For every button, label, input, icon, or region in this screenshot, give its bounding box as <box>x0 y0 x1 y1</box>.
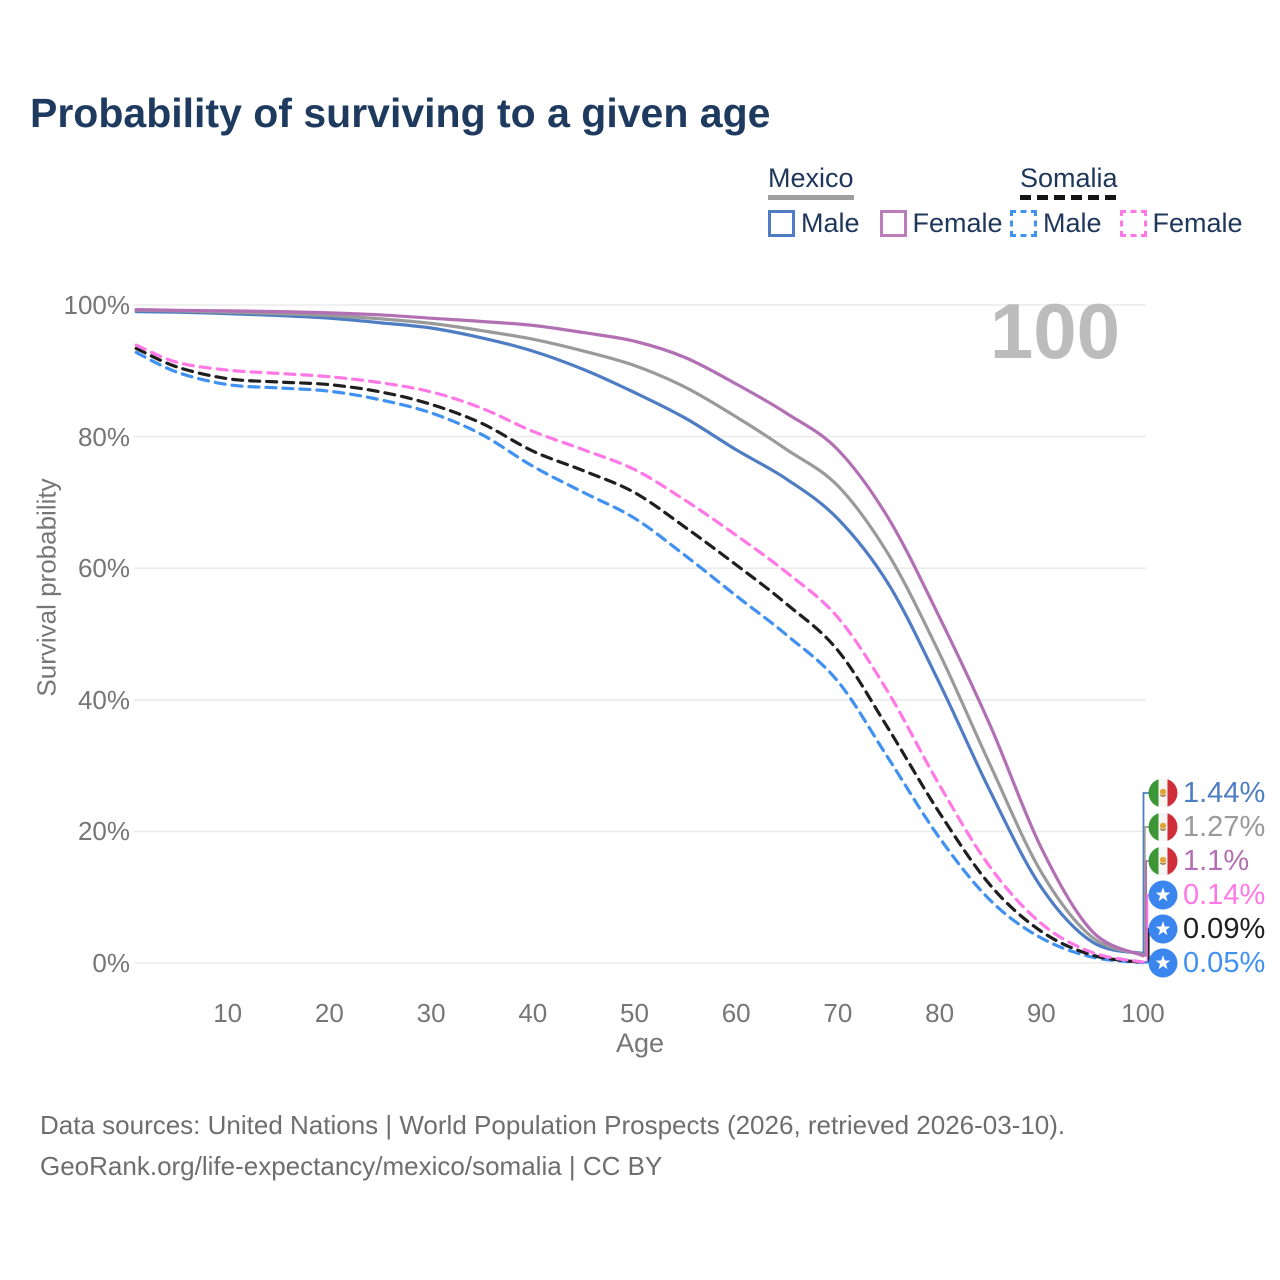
y-tick-label: 60% <box>77 553 130 584</box>
y-tick-label: 0% <box>92 948 130 978</box>
end-value-label: 0.05% <box>1183 946 1266 979</box>
age-counter-watermark: 100 <box>989 287 1120 375</box>
x-tick-label: 20 <box>314 998 344 1028</box>
legend-mexico-row: Male Female <box>768 208 1003 239</box>
end-value-label: 1.1% <box>1183 844 1250 877</box>
curve-mexico-female <box>134 308 1145 958</box>
legend-label-mexico-female[interactable]: Female <box>912 208 1003 238</box>
curve-mexico-male <box>134 310 1145 956</box>
mexico-flag-icon <box>1148 846 1178 876</box>
y-tick-label: 40% <box>77 684 130 715</box>
curve-mexico-both <box>134 308 1145 957</box>
end-label-mexico-1.27: 1.27% <box>1148 810 1265 844</box>
x-tick-label: 60 <box>721 998 751 1028</box>
end-label-somalia-0.14: 0.14% <box>1148 878 1265 912</box>
end-label-somalia-0.05: 0.05% <box>1148 946 1265 980</box>
end-value-label: 1.44% <box>1183 776 1266 809</box>
x-tick-label: 80 <box>925 998 955 1028</box>
mexico-solid-line-swatch <box>768 195 854 200</box>
mexico-flag-icon <box>1148 778 1178 808</box>
legend-checkbox-somalia-male[interactable] <box>1010 210 1037 237</box>
end-value-label: 0.14% <box>1183 878 1266 911</box>
somalia-flag-icon <box>1148 948 1178 978</box>
mexico-flag-icon <box>1148 846 1178 876</box>
mexico-flag-icon <box>1148 812 1178 842</box>
y-axis-title: Survival probability <box>31 478 62 697</box>
legend-checkbox-mexico-male[interactable] <box>768 210 795 237</box>
mexico-flag-icon <box>1148 812 1178 842</box>
legend-mexico-header[interactable]: Mexico <box>768 163 854 200</box>
legend-somalia-title: Somalia <box>1020 163 1118 193</box>
x-tick-label: 10 <box>213 998 243 1028</box>
legend-somalia-header[interactable]: Somalia <box>1020 163 1118 200</box>
end-label-somalia-0.09: 0.09% <box>1148 912 1265 946</box>
somalia-flag-icon <box>1148 948 1178 978</box>
end-value-label: 0.09% <box>1183 912 1266 945</box>
x-tick-label: 30 <box>416 998 446 1028</box>
legend-checkbox-somalia-female[interactable] <box>1119 210 1147 237</box>
footer-attribution: GeoRank.org/life-expectancy/mexico/somal… <box>40 1151 663 1181</box>
x-tick-label: 100 <box>1121 998 1165 1028</box>
x-tick-label: 50 <box>620 998 649 1028</box>
footer-data-sources: Data sources: United Nations | World Pop… <box>40 1110 1066 1140</box>
x-tick-label: 40 <box>518 998 548 1028</box>
somalia-dashed-line-swatch <box>1020 195 1118 200</box>
legend-label-mexico-male[interactable]: Male <box>801 208 860 238</box>
footer: Data sources: United Nations | World Pop… <box>40 1105 1065 1187</box>
y-tick-label: 100% <box>63 290 131 320</box>
page-title: Probability of surviving to a given age <box>30 90 771 136</box>
legend-label-somalia-male[interactable]: Male <box>1043 208 1102 238</box>
legend-group-mexico: Mexico Male Female <box>768 163 1003 239</box>
legend-somalia-row: Male Female <box>1010 208 1243 239</box>
somalia-flag-icon <box>1148 880 1178 910</box>
legend-group-somalia: Somalia Male Female <box>1010 163 1243 239</box>
legend-checkbox-mexico-female[interactable] <box>879 210 907 237</box>
y-tick-label: 80% <box>77 421 130 452</box>
legend-mexico-title: Mexico <box>768 163 854 193</box>
curve-somalia-female <box>134 343 1145 964</box>
legend-label-somalia-female[interactable]: Female <box>1152 208 1243 238</box>
somalia-flag-icon <box>1148 914 1178 944</box>
somalia-flag-icon <box>1148 914 1178 944</box>
x-tick-label: 70 <box>823 998 853 1028</box>
curve-somalia-both <box>134 346 1145 964</box>
end-label-mexico-1.1: 1.1% <box>1148 844 1249 878</box>
mexico-flag-icon <box>1148 778 1178 808</box>
somalia-flag-icon <box>1148 880 1178 910</box>
x-tick-label: 90 <box>1026 998 1056 1028</box>
x-axis-title: Age <box>615 1028 665 1058</box>
y-tick-label: 20% <box>77 816 130 847</box>
curve-somalia-male <box>134 350 1145 965</box>
end-label-mexico-1.44: 1.44% <box>1148 776 1265 810</box>
end-value-label: 1.27% <box>1183 810 1266 843</box>
